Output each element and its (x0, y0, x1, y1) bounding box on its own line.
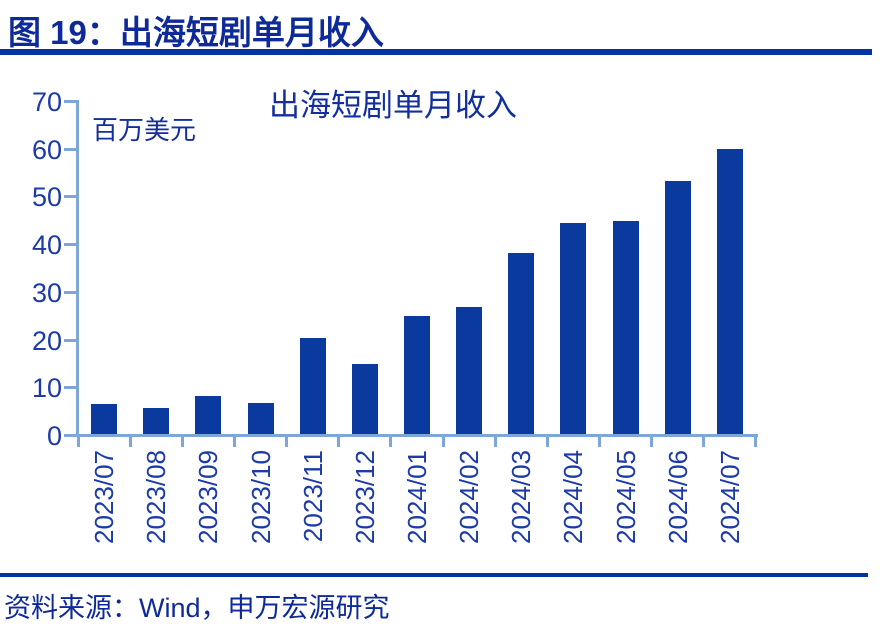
y-tick-label: 70 (31, 87, 62, 117)
bar (195, 396, 221, 434)
y-axis-unit-label: 百万美元 (92, 115, 197, 145)
y-tick-mark (64, 338, 76, 342)
x-tick-label: 2024/01 (402, 450, 432, 544)
x-tick-label: 2023/11 (298, 450, 328, 543)
x-tick-label: 2023/09 (193, 450, 223, 544)
x-tick-mark (545, 437, 549, 447)
y-tick-label: 40 (31, 230, 62, 261)
x-tick-mark (76, 437, 80, 447)
x-tick-mark (598, 437, 601, 447)
x-tick-label: 2023/07 (89, 450, 119, 544)
y-tick-mark (64, 290, 76, 294)
x-tick-label: 2024/05 (611, 450, 641, 544)
x-tick-mark (180, 437, 184, 447)
x-axis (76, 434, 758, 437)
x-tick-mark (337, 437, 341, 447)
chart-title: 出海短剧单月收入 (269, 88, 517, 123)
figure-caption: 图 19：出海短剧单月收入 (8, 14, 384, 51)
x-tick-mark (232, 437, 236, 447)
bar (91, 404, 117, 434)
x-tick-label: 2024/03 (506, 450, 536, 544)
bar (300, 338, 326, 434)
bar (352, 364, 378, 434)
bar (404, 316, 430, 434)
y-tick-label: 20 (31, 325, 62, 356)
y-tick-mark (64, 243, 76, 247)
x-tick-label: 2023/12 (350, 450, 380, 544)
x-tick-mark (389, 437, 393, 447)
bar (508, 253, 534, 434)
y-tick-mark (64, 195, 76, 199)
y-tick-mark (64, 147, 76, 151)
x-tick-mark (285, 437, 289, 447)
x-tick-mark (441, 437, 445, 447)
x-tick-label: 2024/07 (715, 450, 745, 544)
y-tick-mark (64, 434, 76, 437)
y-tick-label: 30 (31, 277, 62, 308)
y-tick-label: 50 (31, 182, 62, 213)
y-tick-mark (64, 386, 76, 390)
x-tick-label: 2024/02 (454, 450, 484, 544)
y-axis (76, 100, 79, 437)
x-tick-label: 2024/04 (558, 450, 588, 544)
header-divider (0, 49, 872, 55)
x-tick-mark (128, 437, 132, 447)
bar (717, 149, 743, 434)
bar (613, 221, 639, 434)
x-tick-mark (650, 437, 654, 447)
y-tick-label: 10 (31, 373, 62, 404)
x-tick-label: 2024/06 (663, 450, 693, 544)
y-tick-label: 0 (46, 421, 62, 451)
x-tick-mark (754, 437, 758, 447)
bar (560, 223, 586, 434)
bar (665, 181, 691, 434)
bar (248, 403, 274, 434)
y-tick-mark (64, 100, 76, 103)
footer-divider (0, 573, 868, 577)
x-tick-mark (493, 437, 497, 447)
bar (456, 307, 482, 434)
x-tick-mark (702, 437, 706, 447)
bar (143, 408, 169, 434)
x-tick-label: 2023/10 (246, 450, 276, 544)
x-tick-label: 2023/08 (141, 450, 171, 544)
y-tick-label: 60 (31, 134, 62, 165)
source-text: 资料来源：Wind，申万宏源研究 (4, 593, 390, 623)
